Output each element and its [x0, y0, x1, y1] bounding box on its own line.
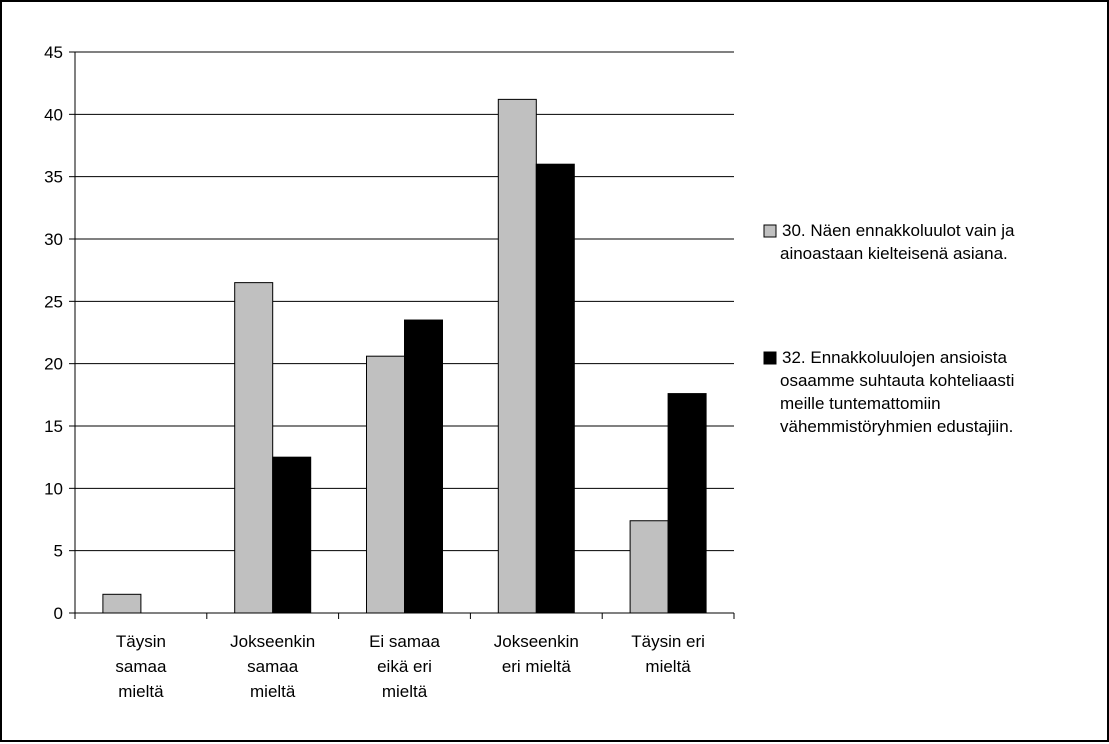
legend-swatch-series2	[763, 351, 777, 365]
y-tick-label: 20	[44, 355, 63, 374]
legend-label-series2: 32. Ennakkoluulojen ansioista osaamme suh…	[780, 348, 1014, 436]
bar-series1	[102, 593, 142, 614]
legend-label-series1: 30. Näen ennakkoluulot vain ja ainoastaan…	[780, 221, 1015, 263]
bar-series1	[234, 282, 274, 614]
y-tick-label: 30	[44, 230, 63, 249]
x-category-label: Jokseenkin eri mieltä	[494, 632, 579, 676]
bar-series2	[667, 393, 707, 614]
bar-series2	[404, 319, 443, 614]
y-tick-label: 45	[44, 43, 63, 62]
bar-series2	[272, 456, 312, 614]
x-category-label: Jokseenkin samaa mieltä	[230, 632, 315, 701]
x-category-label: Täysin samaa mieltä	[115, 632, 167, 701]
bar-series1	[497, 98, 537, 614]
bar-series2	[535, 163, 575, 614]
y-tick-label: 25	[44, 292, 63, 311]
x-category-label: Ei samaa eikä eri mieltä	[369, 632, 440, 701]
y-tick-label: 35	[44, 168, 63, 187]
y-tick-label: 0	[54, 604, 63, 623]
bar-series1	[629, 520, 669, 614]
y-tick-label: 15	[44, 417, 63, 436]
bar-series1	[366, 355, 405, 614]
y-tick-label: 40	[44, 105, 63, 124]
y-tick-label: 5	[54, 542, 63, 561]
legend-swatch-series1	[763, 224, 777, 238]
x-category-label: Täysin eri mieltä	[631, 632, 705, 676]
y-tick-label: 10	[44, 479, 63, 498]
